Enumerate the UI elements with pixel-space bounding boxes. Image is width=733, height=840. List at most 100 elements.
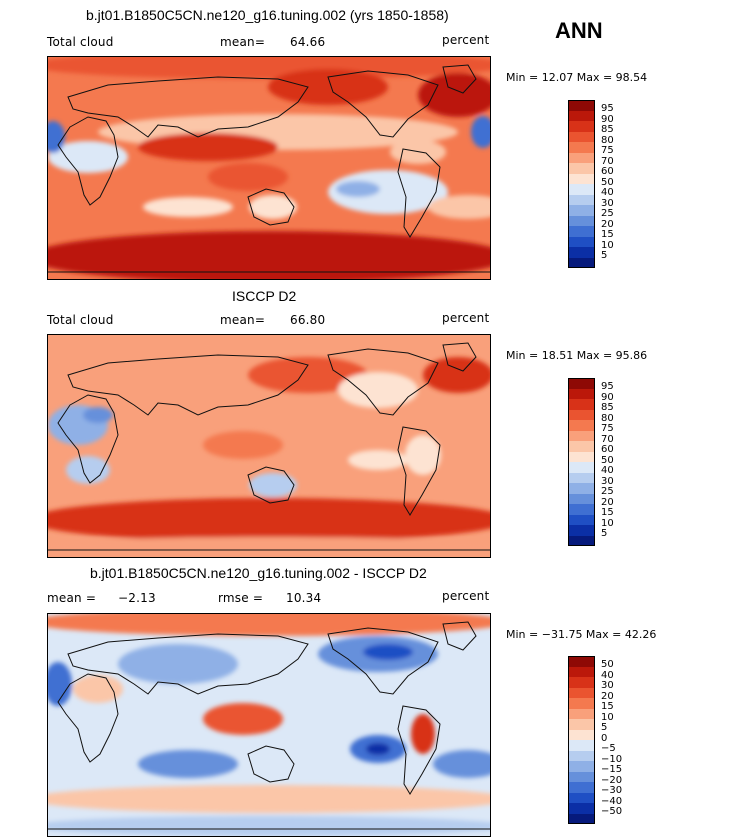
panel1-mean-value: 64.66	[290, 35, 326, 49]
panel2-map-plot	[48, 335, 490, 557]
diff-region-southern-ocean	[48, 785, 490, 813]
diff-region-arctic	[48, 614, 490, 636]
diff-region-n-pacific-core	[363, 644, 413, 660]
diff-region-s-indian	[138, 750, 238, 778]
cloud-region-sahara-core	[83, 407, 113, 423]
cbar-tick: 25	[601, 486, 614, 497]
panel2-units: percent	[442, 311, 490, 325]
cloud-region-s-america	[405, 435, 441, 475]
cbar-tick: 10	[601, 517, 614, 529]
diff-region-antarctic	[48, 816, 490, 836]
coast-south-america	[397, 705, 441, 795]
cbar-tick: 15	[601, 507, 614, 518]
panel2-minmax: Min = 18.51 Max = 95.86	[506, 349, 648, 362]
cbar-tick: 50	[601, 176, 614, 188]
cbar-tick: 60	[601, 444, 614, 455]
panel1-field-label: Total cloud	[47, 35, 114, 49]
cbar-tick: 80	[601, 134, 614, 146]
cbar-tick: −20	[601, 774, 623, 786]
coast-greenland	[442, 621, 477, 651]
coast-africa	[57, 394, 119, 484]
cbar-tick: 60	[601, 166, 614, 177]
coast-eurasia	[67, 354, 309, 416]
cbar-tick: 30	[601, 475, 614, 487]
cbar-tick: −30	[601, 785, 623, 796]
cloud-region-s-atlantic	[428, 195, 490, 219]
cbar-tick: 20	[601, 690, 614, 702]
cbar-tick: 95	[601, 103, 614, 114]
coast-greenland	[442, 64, 477, 94]
cbar-tick: 40	[601, 669, 614, 681]
cloud-region-australia	[249, 473, 297, 497]
cbar-tick: −15	[601, 764, 623, 775]
cbar-tick: 15	[601, 229, 614, 240]
cbar-tick: 40	[601, 187, 614, 198]
panel3-minmax: Min = −31.75 Max = 42.26	[506, 628, 657, 641]
cbar-tick: 90	[601, 391, 614, 403]
cloud-region-australia	[249, 195, 297, 219]
cloud-band-antarctic	[48, 537, 490, 557]
coast-africa	[57, 673, 119, 763]
cloud-region-n-america	[338, 372, 418, 408]
cbar-tick: 0	[601, 732, 608, 744]
cloud-region-warm-pool	[203, 431, 283, 459]
cbar-tick: 5	[601, 722, 608, 733]
panel2-mean-label: mean=	[220, 313, 266, 327]
coast-australia	[247, 466, 295, 504]
cloud-region-warm-pool	[208, 163, 288, 191]
panel3-rmse-label: rmse =	[218, 591, 264, 605]
cbar-tick: 20	[601, 218, 614, 230]
cbar-tick: 20	[601, 496, 614, 508]
coast-eurasia	[67, 633, 309, 695]
diff-region-s-pacific-core	[366, 743, 390, 755]
coast-south-america	[397, 426, 441, 516]
cbar-tick: 10	[601, 239, 614, 251]
cloud-region-se-pacific	[348, 450, 408, 470]
cloud-region-sahara	[48, 141, 128, 173]
panel1-map-plot	[48, 57, 490, 279]
panel1-coastlines	[48, 64, 490, 273]
cbar-tick: 5	[601, 250, 608, 261]
diff-region-atlantic-w	[48, 662, 72, 706]
cbar-tick: 70	[601, 155, 614, 167]
panel3-mean-label: mean =	[47, 591, 97, 605]
coast-eurasia	[67, 76, 309, 138]
cbar-tick: 75	[601, 423, 614, 434]
cbar-tick: 50	[601, 454, 614, 466]
cbar-tick: 10	[601, 711, 614, 723]
cloud-region-atlantic-edge	[471, 116, 490, 148]
cbar-tick: 50	[601, 659, 614, 670]
coast-north-america	[327, 348, 439, 416]
coast-south-america	[397, 148, 441, 238]
panel1-mean-label: mean=	[220, 35, 266, 49]
cbar-tick: 30	[601, 680, 614, 691]
cbar-tick: 70	[601, 433, 614, 445]
cbar-tick: −40	[601, 795, 623, 807]
cloud-region-north-atlantic	[423, 357, 490, 393]
diff-region-s-atlantic	[433, 750, 490, 778]
panel3-units: percent	[442, 589, 490, 603]
cloud-region-atlantic-west	[48, 121, 65, 153]
cloud-region-north-pacific	[248, 357, 368, 393]
panel1-units: percent	[442, 33, 490, 47]
coast-greenland	[442, 342, 477, 372]
panel3-map-plot	[48, 614, 490, 836]
panel1-map	[47, 56, 491, 280]
cloud-region-se-pacific-core	[336, 181, 380, 197]
cbar-tick: 95	[601, 381, 614, 392]
panel2-coastlines	[48, 342, 490, 551]
cbar-tick: 5	[601, 528, 608, 539]
cbar-tick: −50	[601, 806, 623, 817]
cbar-tick: 85	[601, 402, 614, 413]
cbar-tick: 90	[601, 113, 614, 125]
panel1-minmax: Min = 12.07 Max = 98.54	[506, 71, 648, 84]
season-label: ANN	[555, 18, 603, 43]
diff-region-sahara	[73, 675, 123, 703]
cbar-tick: −10	[601, 753, 623, 765]
cloud-band-southern-ocean	[48, 231, 490, 279]
diff-region-peru	[411, 714, 435, 754]
panel3-rmse-value: 10.34	[286, 591, 322, 605]
coast-africa	[57, 116, 119, 206]
cbar-tick: 80	[601, 412, 614, 424]
coast-north-america	[327, 627, 439, 695]
